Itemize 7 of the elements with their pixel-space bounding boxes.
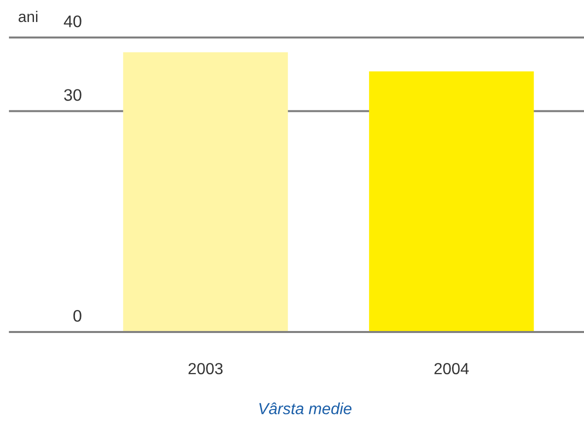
x-tick-label: 2004 xyxy=(434,362,469,374)
x-tick-label: 2003 xyxy=(188,362,223,374)
y-tick-label: 40 xyxy=(64,15,82,28)
y-tick-label: 0 xyxy=(73,310,82,322)
text: ani xyxy=(18,10,38,22)
y-tick-label: 30 xyxy=(64,89,82,101)
text: Vârsta medie xyxy=(259,402,352,414)
